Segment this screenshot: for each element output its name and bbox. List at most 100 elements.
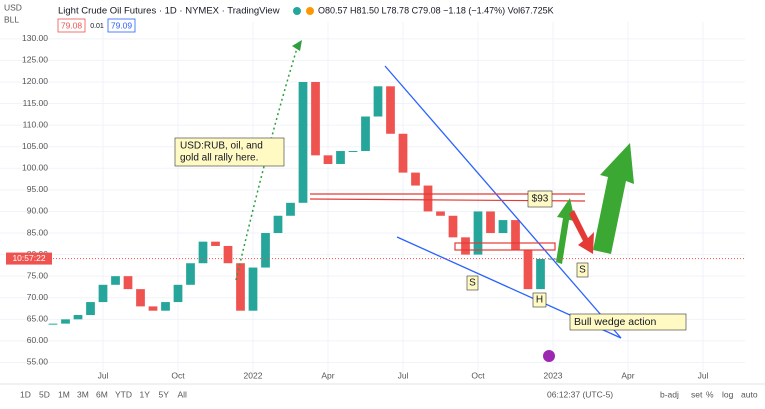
- candle: [48, 323, 58, 325]
- candle: [336, 151, 345, 164]
- x-tick-label: Apr: [621, 370, 634, 380]
- wedge-upper-line: [384, 65, 622, 339]
- range-button[interactable]: 5Y: [159, 389, 170, 399]
- candle: [136, 289, 145, 307]
- spread: 0.01: [90, 23, 104, 30]
- candle: [73, 315, 83, 320]
- ohlc: O80.57 H81.50 L78.78 C79.08 −1.18 (−1.47…: [318, 5, 554, 15]
- status-dot: [306, 7, 314, 15]
- y-tick-label: 75.00: [27, 270, 49, 280]
- pattern-box: [576, 262, 589, 278]
- x-tick-label: Jul: [398, 370, 409, 380]
- candle: [498, 220, 508, 234]
- range-button[interactable]: 1Y: [140, 389, 151, 399]
- candle: [486, 211, 495, 234]
- candle: [236, 263, 245, 311]
- y-tick-label: 60.00: [27, 335, 49, 345]
- candle: [123, 276, 133, 290]
- symbol-title: Light Crude Oil Futures · 1D · NYMEX · T…: [58, 6, 280, 17]
- y-tick-label: 65.00: [27, 314, 49, 324]
- candle: [98, 284, 108, 303]
- pattern-label: S: [579, 265, 586, 276]
- candle: [398, 133, 408, 173]
- countdown-box: [6, 252, 52, 265]
- y-tick-label: 90.00: [27, 206, 49, 216]
- ask: 79.09: [111, 20, 133, 30]
- candle: [461, 237, 470, 255]
- y-tick-label: 100.00: [22, 163, 48, 173]
- red-arrow: [569, 210, 594, 254]
- option-button[interactable]: log: [722, 389, 734, 399]
- range-button[interactable]: 1M: [58, 389, 70, 399]
- range-button[interactable]: All: [178, 389, 188, 399]
- pattern-label: H: [536, 295, 543, 306]
- note-box: [174, 137, 285, 167]
- unit-label: BLL: [4, 14, 19, 24]
- option-button[interactable]: set: [691, 389, 703, 399]
- candle: [323, 155, 333, 164]
- candle: [273, 215, 283, 234]
- range-button[interactable]: 6M: [96, 389, 108, 399]
- candle: [161, 302, 170, 311]
- x-tick-label: Oct: [471, 370, 485, 380]
- candle: [348, 151, 358, 153]
- candle: [198, 241, 208, 264]
- event-icon: [543, 350, 555, 362]
- ask-box: [107, 18, 136, 33]
- x-tick-label: Jul: [698, 370, 709, 380]
- level-box: [527, 190, 553, 208]
- option-button[interactable]: %: [706, 389, 714, 399]
- note-text: USD:RUB, oil, and: [180, 141, 263, 152]
- x-tick-label: 2022: [244, 370, 263, 380]
- candle: [386, 86, 395, 134]
- pattern-box: [466, 275, 479, 291]
- x-tick-label: Oct: [171, 370, 185, 380]
- candle: [536, 258, 545, 290]
- countdown: 10:57:22: [12, 253, 45, 263]
- candle: [148, 306, 158, 311]
- range-button[interactable]: 1D: [20, 389, 31, 399]
- candle: [523, 250, 533, 290]
- candle: [61, 319, 70, 324]
- candle: [448, 215, 458, 238]
- range-button[interactable]: 3M: [77, 389, 89, 399]
- candle: [511, 220, 520, 251]
- candle: [261, 233, 270, 268]
- option-button[interactable]: b-adj: [660, 389, 679, 399]
- y-tick-label: 115.00: [23, 98, 49, 108]
- candle: [361, 116, 370, 152]
- candle: [286, 202, 295, 216]
- x-tick-label: 2023: [544, 370, 563, 380]
- candle: [436, 211, 445, 216]
- clock: 06:12:37 (UTC-5): [547, 389, 613, 399]
- range-button[interactable]: 5D: [39, 389, 50, 399]
- unit-label: USD: [4, 2, 22, 12]
- x-tick-label: Apr: [321, 370, 334, 380]
- level-label: $93: [532, 194, 549, 205]
- y-tick-label: 120.00: [22, 76, 48, 86]
- y-tick-label: 110.00: [23, 119, 49, 129]
- pattern-box: [532, 292, 547, 308]
- y-tick-label: 105.00: [22, 141, 48, 151]
- candle: [311, 81, 320, 156]
- note-text: gold all rally here.: [180, 153, 258, 164]
- candle: [186, 263, 195, 285]
- arrow-head: [292, 40, 302, 51]
- candle: [211, 241, 220, 246]
- wedge-label: Bull wedge action: [574, 316, 656, 328]
- dotted-arrow: [235, 44, 299, 281]
- candle: [173, 284, 183, 303]
- wedge-box: [569, 313, 687, 331]
- candle: [223, 245, 233, 264]
- green-arrow: [593, 143, 634, 254]
- candle: [423, 185, 433, 212]
- range-button[interactable]: YTD: [115, 389, 132, 399]
- y-tick-label: 70.00: [27, 292, 49, 302]
- candle: [373, 86, 383, 117]
- bid: 79.08: [61, 20, 83, 30]
- y-tick-label: 85.00: [27, 227, 49, 237]
- pattern-label: S: [469, 278, 476, 289]
- option-button[interactable]: auto: [741, 389, 758, 399]
- candle: [248, 267, 258, 311]
